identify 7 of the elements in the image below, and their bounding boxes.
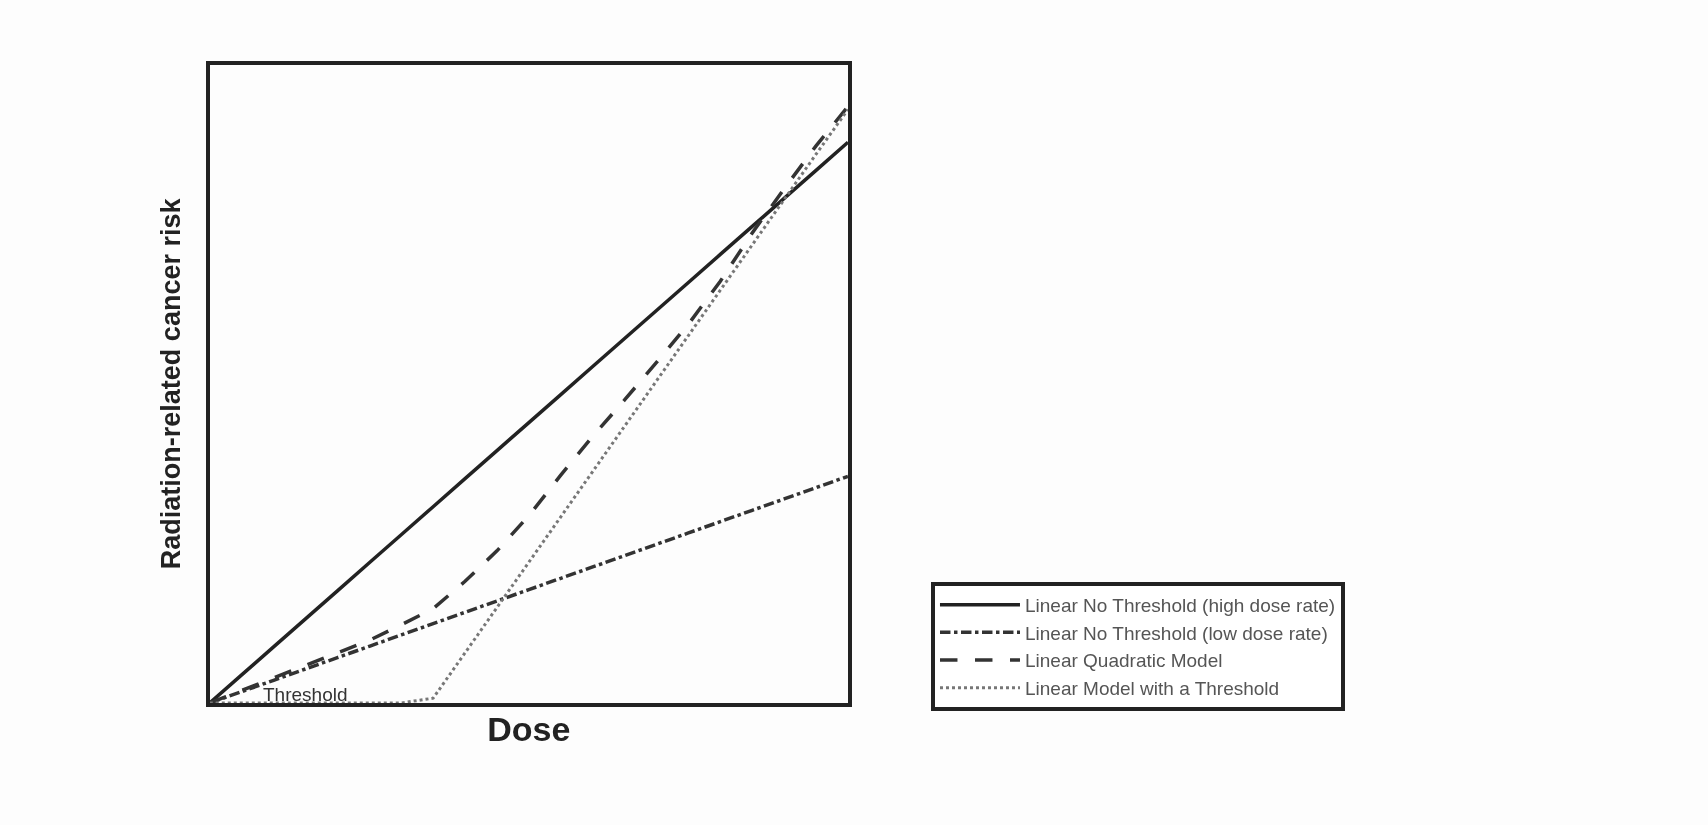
legend-label: Linear No Threshold (low dose rate) [1024,622,1328,644]
legend-label: Linear Model with a Threshold [1024,678,1280,700]
annotation: Threshold [263,684,348,705]
legend-label: Linear No Threshold (high dose rate) [1024,595,1336,617]
y-axis-title: Radiation-related cancer risk [156,197,187,570]
legend-label: Linear Quadratic Model [1024,650,1223,672]
x-axis-title: Dose [487,709,571,748]
